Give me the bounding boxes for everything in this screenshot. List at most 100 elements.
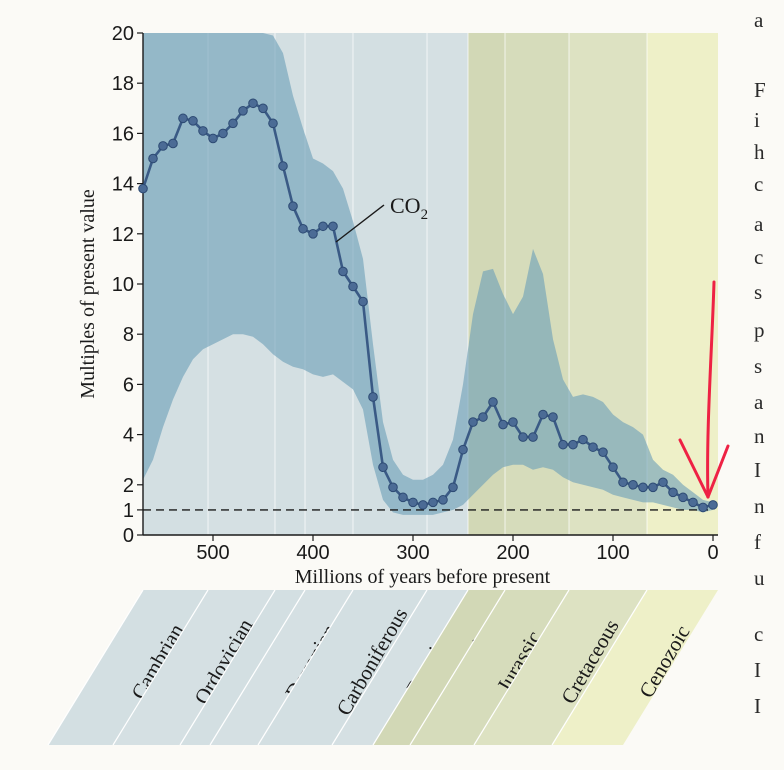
x-tick-label: 100 [596,542,629,564]
data-point [148,153,158,164]
data-point [408,497,418,508]
data-point [368,392,378,402]
data-point [438,495,448,505]
data-point [698,502,708,513]
data-point [708,500,718,510]
y-tick-label: 10 [112,274,134,296]
data-point [578,434,588,445]
period-ribbon: CambrianOrdovicianSilurianDevonianCarbon… [47,589,718,746]
data-point [258,103,268,114]
side-text-letter: f [754,530,761,554]
side-text-letter: n [754,494,765,518]
side-text-letter: s [754,280,763,304]
data-point [448,482,458,493]
data-point [528,432,538,442]
ribbon-segment-ordovician [113,590,275,745]
data-point [328,221,338,232]
data-point [558,439,568,450]
arrow-head-right [706,444,730,499]
data-point [178,113,188,124]
y-tick-label: 20 [112,23,134,45]
ribbon-divider [409,589,506,746]
data-point [228,118,238,129]
data-point [458,444,468,455]
data-point [628,480,638,490]
side-text-letter: I [754,458,761,482]
data-point [668,487,678,498]
data-point [378,462,388,473]
data-point [238,106,248,116]
x-tick-label: 200 [496,542,529,564]
side-text-letter: s [754,354,763,378]
side-text-letter: a [754,8,764,32]
x-tick-label: 0 [707,542,718,564]
arrow-shaft [706,280,716,499]
y-tick-label: 8 [123,324,134,346]
ribbon-segment-permian [332,590,468,745]
data-point [348,281,358,292]
annotation-leader [335,204,385,243]
data-point [498,419,508,430]
side-text-letter: p [754,318,765,342]
x-tick-label: 500 [196,542,229,564]
ribbon-divider [47,589,144,746]
y-tick-label: 0 [123,525,134,547]
data-point [358,296,368,307]
data-point [198,126,208,136]
data-point [428,497,438,508]
side-text-letter: n [754,424,765,448]
ribbon-segment-triassic [373,590,505,745]
side-text-letter: c [754,172,764,196]
axis-labels: Millions of years before present Multiple… [77,189,551,588]
data-point [658,477,668,488]
y-tick-label: 1 [123,500,134,522]
ribbon-segment-devonian [210,590,353,745]
data-point [608,462,618,473]
data-point [188,116,198,126]
uncertainty-band [143,33,713,515]
side-text-letter: h [754,140,765,164]
ribbon-segment-silurian [180,590,305,745]
ribbon-segment-cretaceous [474,590,647,745]
highlight-arrow [678,280,730,499]
ribbon-divider [257,589,354,746]
y-tick-label: 18 [112,73,134,95]
x-axis-title: Millions of years before present [295,566,551,588]
data-point [288,201,298,211]
ribbon-divider [112,589,209,746]
y-tick-label: 16 [112,123,134,145]
series-line-co2 [141,102,714,509]
data-point [618,477,628,488]
annotation-subscript: 2 [421,207,429,223]
ribbon-divider [331,589,428,746]
data-point [318,221,328,232]
series-co2 [138,98,718,513]
data-point [398,492,408,503]
ribbon-divider [209,589,306,746]
period-band-cenozoic [647,33,718,535]
data-point [468,417,478,427]
data-point [298,223,308,234]
uncertainty-band-area [143,33,713,515]
data-point [308,229,318,239]
ribbon-divider [372,589,469,746]
side-text-letter: a [754,390,764,414]
data-point [138,183,148,194]
side-text-letter: I [754,658,761,682]
data-point [338,266,348,277]
ribbon-segment-cenozoic [552,590,718,745]
side-text-letter: c [754,622,764,646]
side-text-letter: i [754,108,760,132]
data-point [508,417,518,427]
side-text-letter: u [754,566,765,590]
data-point [588,442,598,452]
y-tick-label: 14 [112,174,134,196]
y-axis-title: Multiples of present value [77,189,99,399]
x-tick-label: 300 [396,542,429,564]
side-text-letter: I [754,694,761,718]
ribbon-segment-jurassic [410,590,569,745]
data-point [208,133,218,144]
